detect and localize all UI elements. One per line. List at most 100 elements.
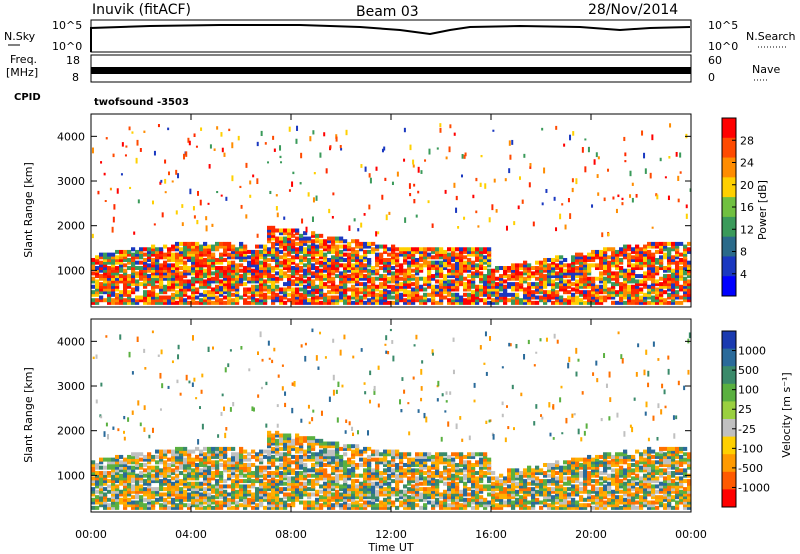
echo-cell (271, 241, 276, 246)
echo-cell (423, 454, 428, 459)
echo-cell (95, 479, 100, 484)
echo-cell (671, 257, 676, 262)
echo-cell (112, 153, 115, 158)
echo-cell (159, 282, 164, 287)
echo-cell (175, 460, 180, 465)
echo-cell (439, 476, 444, 481)
echo-cell (679, 295, 684, 300)
echo-cell (459, 460, 464, 465)
echo-cell (423, 503, 428, 508)
echo-cell (303, 247, 308, 252)
echo-cell (587, 271, 592, 276)
echo-cell (299, 295, 304, 300)
echo-cell (423, 465, 428, 470)
echo-cell (671, 268, 676, 273)
echo-cell (155, 465, 160, 470)
echo-cell (335, 236, 340, 241)
echo-cell (359, 260, 364, 265)
echo-cell (231, 274, 236, 279)
echo-cell (231, 468, 236, 473)
echo-cell (508, 140, 511, 146)
cpid-value: twofsound -3503 (94, 97, 189, 108)
echo-cell (343, 292, 348, 297)
echo-cell (331, 282, 336, 287)
echo-cell (259, 481, 264, 486)
echo-cell (160, 349, 163, 355)
echo-cell (467, 257, 472, 262)
echo-cell (335, 266, 340, 271)
echo-cell (447, 255, 452, 260)
echo-cell (504, 437, 507, 443)
echo-cell (199, 300, 204, 305)
echo-cell (207, 202, 210, 205)
echo-cell (687, 260, 692, 265)
echo-cell (271, 489, 276, 494)
echo-cell (451, 300, 456, 305)
echo-cell (199, 252, 204, 257)
echo-cell (355, 465, 360, 470)
echo-cell (151, 479, 156, 484)
echo-cell (459, 489, 464, 494)
echo-cell (111, 263, 116, 268)
echo-cell (183, 244, 188, 249)
echo-cell (235, 276, 240, 281)
echo-cell (251, 284, 256, 289)
echo-cell (647, 287, 652, 292)
echo-cell (279, 145, 282, 151)
echo-cell (323, 274, 328, 279)
echo-cell (243, 268, 248, 273)
echo-cell (115, 487, 120, 492)
echo-cell (319, 503, 324, 508)
echo-cell (375, 484, 380, 489)
echo-cell (195, 252, 200, 257)
echo-cell (223, 287, 228, 292)
echo-cell (452, 369, 455, 375)
echo-cell (367, 292, 372, 297)
echo-cell (291, 247, 296, 252)
echo-cell (183, 503, 188, 508)
echo-cell (551, 295, 556, 300)
echo-cell (319, 484, 324, 489)
echo-cell (91, 279, 96, 284)
echo-cell (427, 489, 432, 494)
echo-cell (115, 484, 120, 489)
echo-cell (417, 409, 420, 413)
echo-cell (415, 484, 420, 489)
echo-cell (479, 487, 484, 492)
echo-cell (295, 231, 300, 236)
echo-cell (551, 266, 556, 271)
echo-cell (251, 449, 256, 454)
echo-cell (231, 446, 236, 451)
echo-cell (619, 282, 624, 287)
echo-cell (427, 200, 430, 204)
echo-cell (535, 260, 540, 265)
echo-cell (271, 446, 276, 451)
echo-cell (491, 476, 496, 481)
echo-cell (323, 449, 328, 454)
echo-cell (327, 266, 332, 271)
echo-cell (287, 241, 292, 246)
echo-cell (439, 505, 444, 510)
echo-cell (127, 417, 130, 422)
echo-cell (373, 388, 376, 395)
echo-cell (539, 295, 544, 300)
echo-cell (447, 274, 452, 279)
echo-cell (319, 465, 324, 470)
echo-cell (135, 489, 140, 494)
echo-cell (323, 495, 328, 500)
echo-cell (343, 468, 348, 473)
echo-cell (515, 481, 520, 486)
echo-cell (455, 489, 460, 494)
echo-cell (151, 500, 156, 505)
echo-cell (319, 444, 324, 449)
echo-cell (383, 295, 388, 300)
echo-cell (559, 271, 564, 276)
echo-cell (627, 247, 632, 252)
echo-cell (467, 487, 472, 492)
echo-cell (159, 468, 164, 473)
echo-cell (495, 484, 500, 489)
echo-cell (147, 279, 152, 284)
echo-cell (635, 266, 640, 271)
echo-cell (251, 295, 256, 300)
echo-cell (583, 292, 588, 297)
